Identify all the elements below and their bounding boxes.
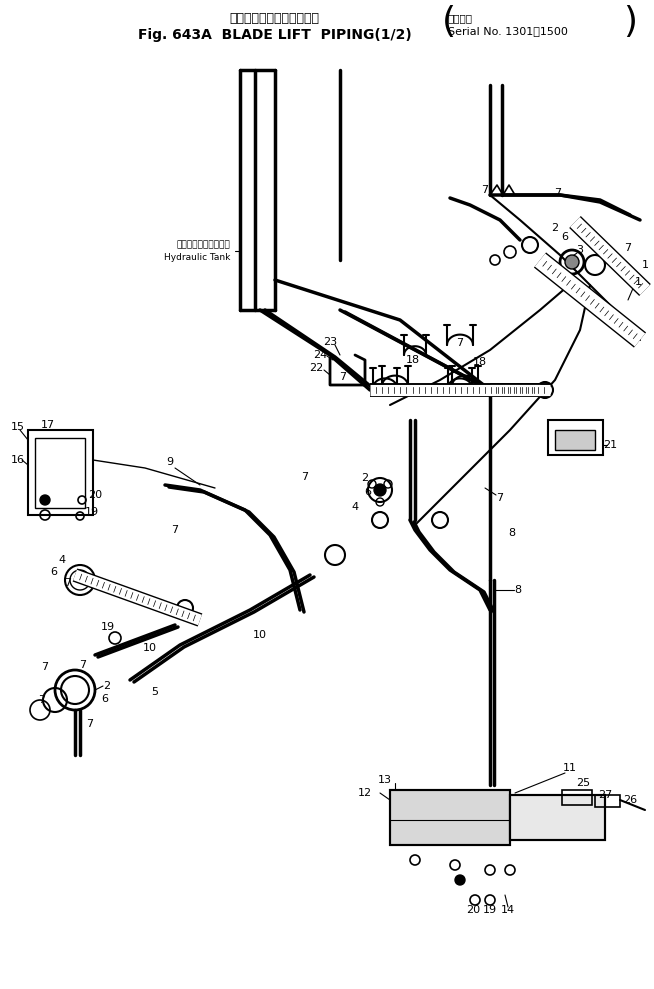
Bar <box>390 790 510 845</box>
Text: Serial No. 1301～1500: Serial No. 1301～1500 <box>448 26 568 36</box>
Text: 7: 7 <box>41 662 48 672</box>
Text: 1: 1 <box>642 260 649 270</box>
Text: 6: 6 <box>50 567 58 577</box>
Text: 15: 15 <box>11 422 25 432</box>
Text: 適用号機: 適用号機 <box>448 13 473 23</box>
Text: 20: 20 <box>88 490 102 500</box>
Circle shape <box>374 484 386 496</box>
Text: 14: 14 <box>501 905 515 915</box>
Text: (: ( <box>441 5 456 39</box>
Text: 2: 2 <box>551 223 559 233</box>
Text: 20: 20 <box>466 905 480 915</box>
Text: 18: 18 <box>473 357 487 367</box>
Text: 11: 11 <box>563 763 577 773</box>
Text: 26: 26 <box>623 795 637 805</box>
Bar <box>390 790 510 845</box>
Text: 19: 19 <box>101 622 115 632</box>
Text: 12: 12 <box>358 788 372 798</box>
Text: 5: 5 <box>152 687 158 697</box>
Text: 7: 7 <box>301 472 309 482</box>
Text: 4: 4 <box>351 502 358 512</box>
Text: 6: 6 <box>562 232 568 242</box>
Circle shape <box>455 875 465 885</box>
Text: 7: 7 <box>496 493 504 503</box>
Text: 19: 19 <box>85 507 99 517</box>
Bar <box>548 420 603 455</box>
Text: 18: 18 <box>406 355 420 365</box>
Bar <box>595 795 620 807</box>
Text: 8: 8 <box>508 528 515 538</box>
Text: ): ) <box>624 5 638 39</box>
Text: 7: 7 <box>79 660 86 670</box>
Text: 21: 21 <box>603 440 617 450</box>
Text: 10: 10 <box>253 630 267 640</box>
Text: 19: 19 <box>483 905 497 915</box>
Circle shape <box>565 255 579 269</box>
Bar <box>510 795 605 840</box>
Text: 7: 7 <box>481 185 489 195</box>
Text: 17: 17 <box>41 420 55 430</box>
Text: ハイドロリックタンク: ハイドロリックタンク <box>176 240 230 249</box>
Text: 8: 8 <box>515 585 521 595</box>
Text: 2: 2 <box>103 681 111 691</box>
Text: 9: 9 <box>166 457 173 467</box>
Text: 22: 22 <box>309 363 323 373</box>
Bar <box>28 430 93 515</box>
Text: 23: 23 <box>323 337 337 347</box>
Text: 13: 13 <box>378 775 392 785</box>
Circle shape <box>40 495 50 505</box>
Text: 4: 4 <box>58 555 65 565</box>
Text: 16: 16 <box>11 455 25 465</box>
Text: 6: 6 <box>101 694 109 704</box>
Text: 7: 7 <box>456 338 464 348</box>
Text: 7: 7 <box>555 188 562 198</box>
Text: 3: 3 <box>576 245 583 255</box>
Text: 6: 6 <box>364 487 371 497</box>
Text: 7: 7 <box>339 372 347 382</box>
Bar <box>510 795 605 840</box>
Text: ブレードリフトバイピング: ブレードリフトバイピング <box>230 12 320 25</box>
Bar <box>562 790 592 805</box>
Text: 7: 7 <box>39 695 46 705</box>
Text: 7: 7 <box>65 578 71 588</box>
Bar <box>555 430 595 450</box>
Text: Fig. 643A  BLADE LIFT  PIPING(1/2): Fig. 643A BLADE LIFT PIPING(1/2) <box>138 28 411 42</box>
Bar <box>35 438 85 508</box>
Text: 2: 2 <box>362 473 369 483</box>
Text: 7: 7 <box>171 525 179 535</box>
Text: 27: 27 <box>598 790 612 800</box>
Text: Hydraulic Tank: Hydraulic Tank <box>164 252 230 261</box>
Text: 24: 24 <box>313 350 327 360</box>
Text: 7: 7 <box>86 719 94 729</box>
Text: 10: 10 <box>143 643 157 653</box>
Text: 7: 7 <box>625 243 632 253</box>
Text: 1: 1 <box>634 277 642 287</box>
Text: 25: 25 <box>576 778 590 788</box>
